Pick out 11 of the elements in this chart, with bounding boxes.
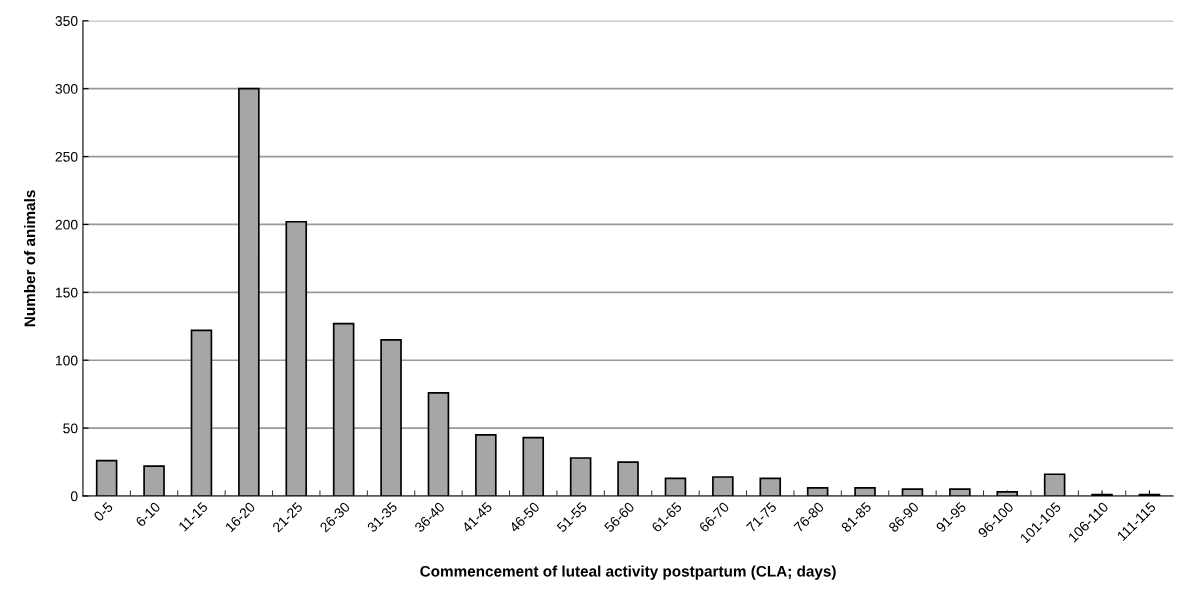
y-tick-label: 250 [55,151,78,162]
x-axis-title: Commencement of luteal activity postpartum (CLA; days) [420,565,836,580]
x-tick-label: 0-5 [93,501,114,522]
y-axis-title: Number of animals [24,190,36,327]
y-tick-label: 50 [63,423,78,434]
y-tick-label: 200 [55,219,78,230]
y-tick-label: 300 [55,84,78,94]
y-tick-label: 350 [55,16,78,26]
y-tick-label: 0 [70,491,78,502]
y-tick-label: 150 [55,287,78,298]
y-tick-label: 100 [55,355,78,366]
